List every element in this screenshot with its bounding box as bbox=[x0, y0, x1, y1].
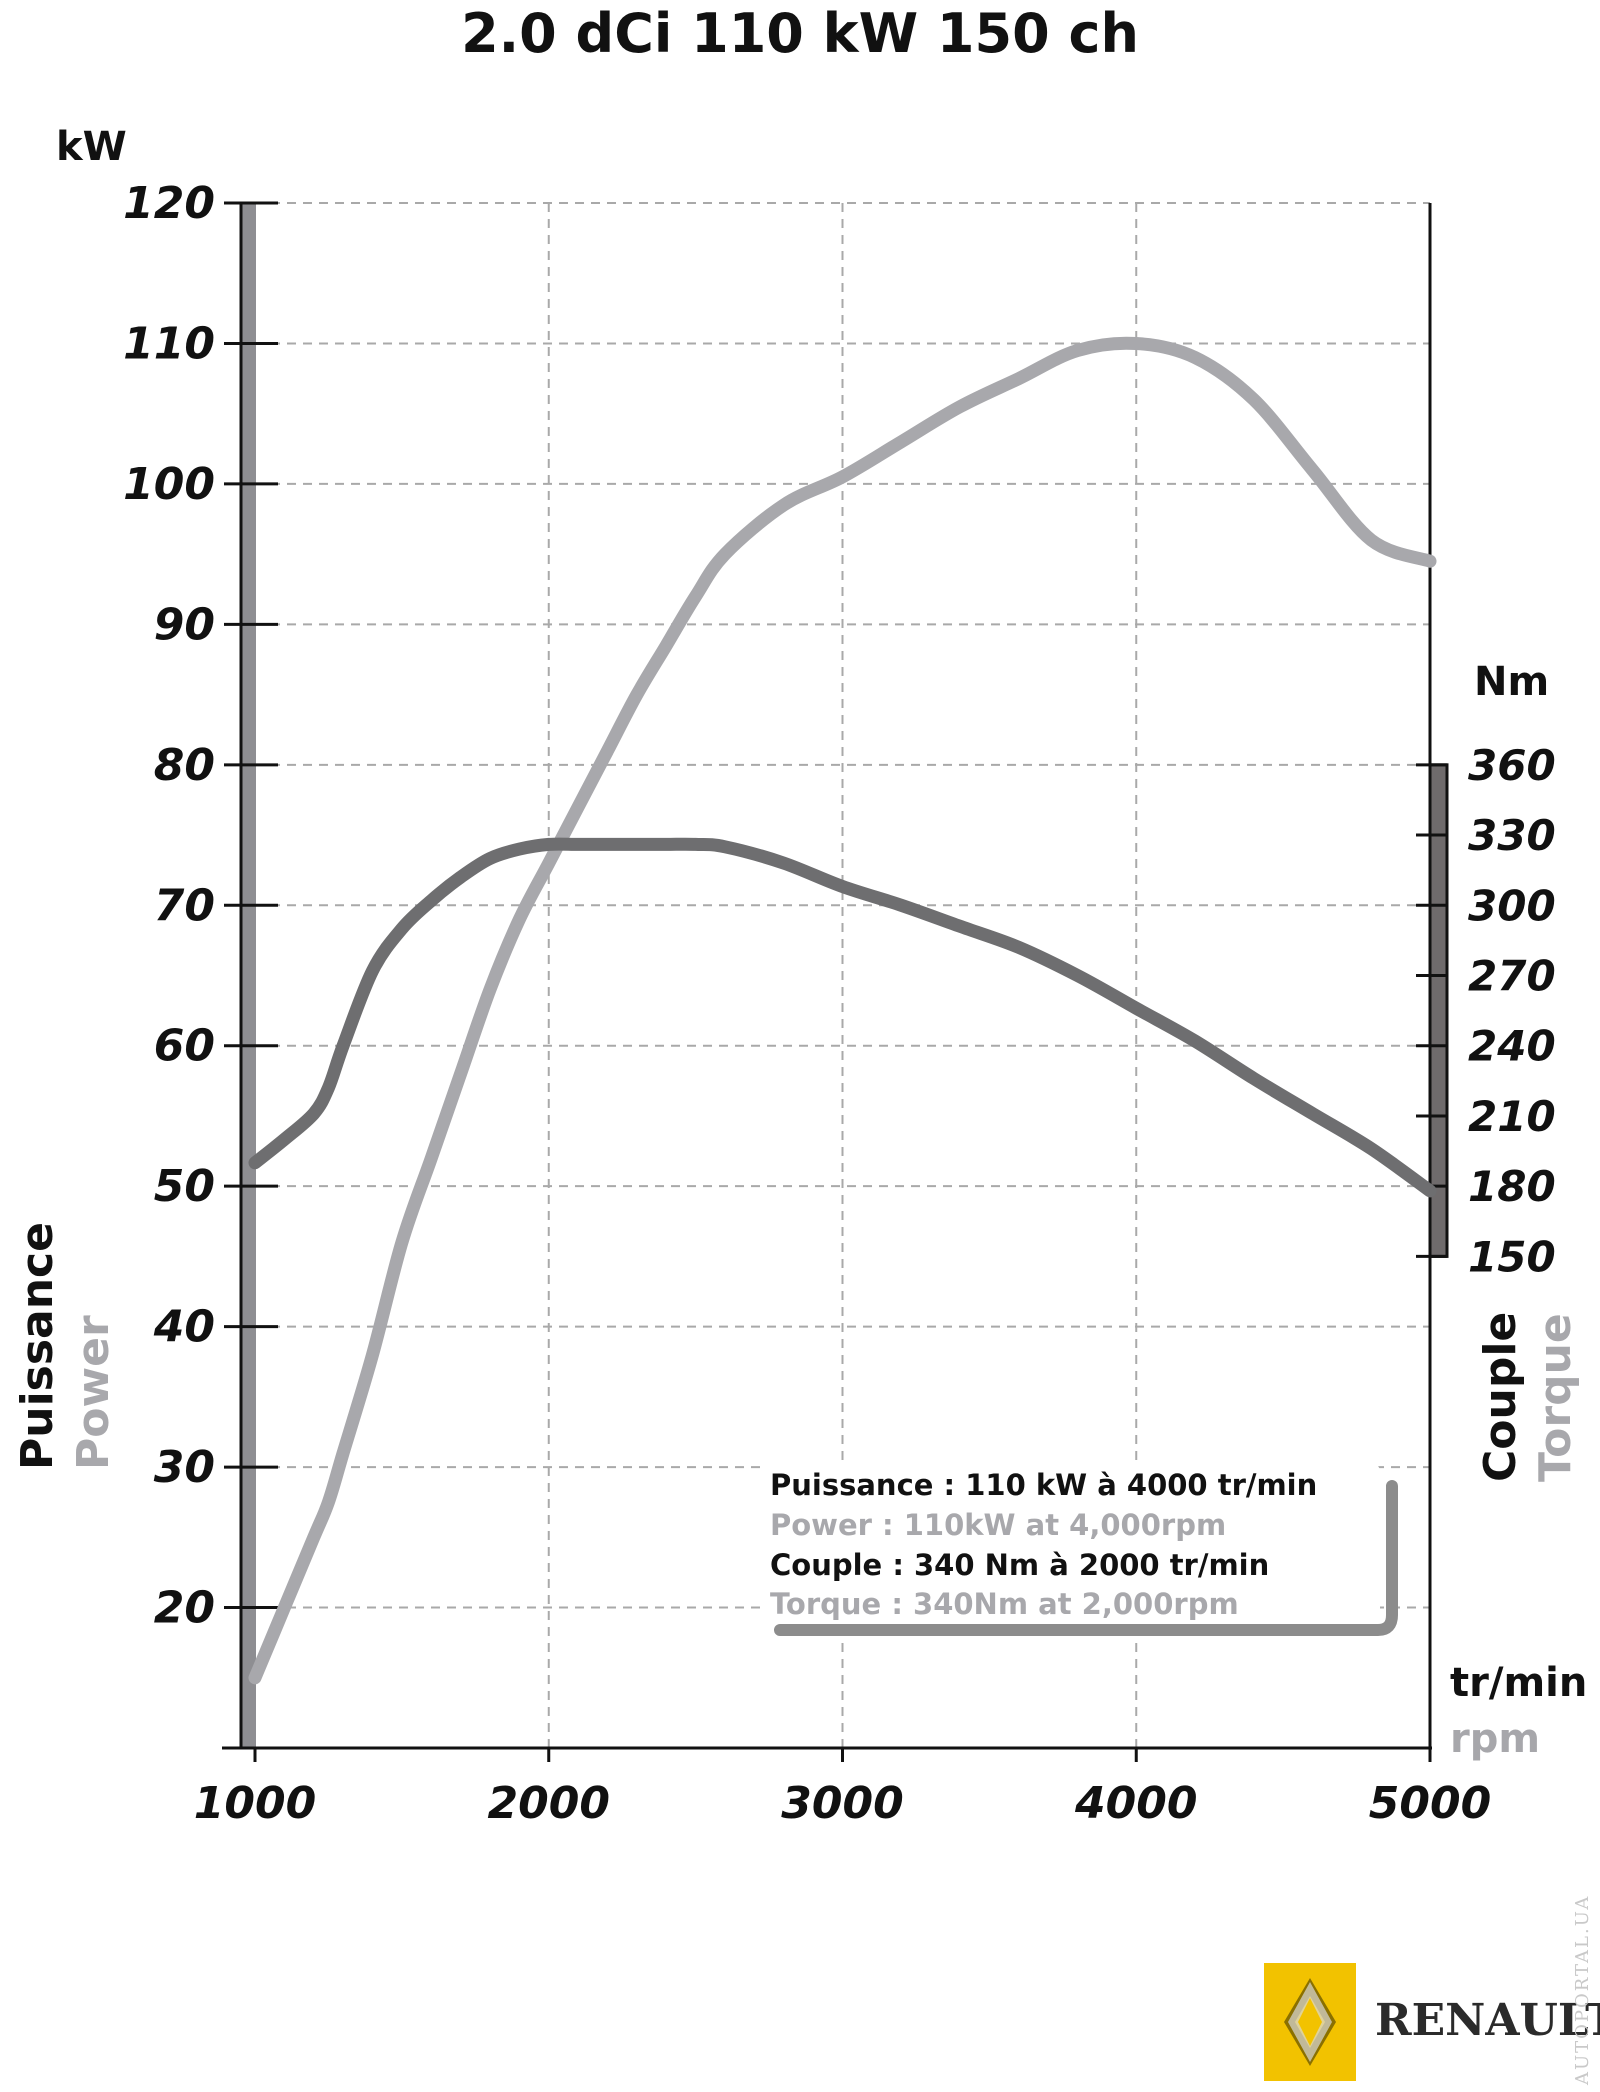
brand-name: RENAULT bbox=[1375, 1995, 1600, 2046]
left-axis-unit: kW bbox=[56, 124, 127, 170]
x-tick-label: 2000 bbox=[488, 1778, 610, 1829]
diamond-highlight-icon bbox=[1288, 1982, 1332, 2062]
left-tick-label: 110 bbox=[123, 318, 215, 369]
legend-box bbox=[760, 1462, 1380, 1624]
legend: Puissance : 110 kW à 4000 tr/min Power :… bbox=[760, 1462, 1398, 1636]
left-axis-label: Puissance bbox=[12, 1222, 63, 1470]
right-tick-label: 210 bbox=[1468, 1092, 1556, 1141]
left-tick-label: 50 bbox=[154, 1161, 215, 1212]
x-axis-ticks: 1000 2000 3000 4000 5000 bbox=[194, 1748, 1491, 1829]
series-lines bbox=[248, 336, 1437, 1685]
watermark: AUTOPORTAL.UA bbox=[1572, 1895, 1593, 2086]
left-tick-label: 80 bbox=[154, 740, 215, 791]
diamond-shape-icon bbox=[1284, 1978, 1336, 2066]
x-tick-label: 3000 bbox=[781, 1778, 903, 1829]
right-axis-label: Couple bbox=[1475, 1312, 1526, 1482]
right-tick-label: 360 bbox=[1468, 741, 1556, 790]
right-tick-label: 150 bbox=[1468, 1232, 1556, 1281]
right-axis-bar bbox=[1428, 763, 1449, 1258]
legend-item-couple: Couple : 340 Nm à 2000 tr/min bbox=[770, 1548, 1269, 1582]
x-tick-label: 5000 bbox=[1369, 1778, 1491, 1829]
torque-curve bbox=[248, 837, 1437, 1198]
x-tick-label: 1000 bbox=[194, 1778, 316, 1829]
right-axis-ticks: 150 180 210 240 270 300 330 360 bbox=[1416, 741, 1556, 1281]
legend-item-power: Power : 110kW at 4,000rpm bbox=[770, 1508, 1226, 1542]
left-tick-label: 120 bbox=[123, 178, 215, 229]
right-tick-label: 330 bbox=[1468, 811, 1556, 860]
left-axis-ticks: 20 30 40 50 60 70 80 90 100 110 120 bbox=[123, 178, 278, 1634]
right-tick-label: 270 bbox=[1468, 952, 1556, 1001]
left-tick-label: 40 bbox=[153, 1302, 215, 1353]
right-axis-label-en: Torque bbox=[1530, 1313, 1581, 1482]
x-axis-label-en: rpm bbox=[1450, 1716, 1540, 1762]
legend-item-torque: Torque : 340Nm at 2,000rpm bbox=[770, 1587, 1239, 1621]
legend-shadow bbox=[774, 1480, 1398, 1636]
chart-title: 2.0 dCi 110 kW 150 ch bbox=[461, 2, 1139, 65]
left-tick-label: 60 bbox=[154, 1021, 215, 1072]
renault-logo: RENAULT bbox=[1264, 1963, 1600, 2081]
power-curve bbox=[248, 336, 1437, 1685]
left-tick-label: 30 bbox=[154, 1442, 215, 1493]
legend-item-puissance: Puissance : 110 kW à 4000 tr/min bbox=[770, 1468, 1317, 1502]
x-tick-label: 4000 bbox=[1074, 1778, 1197, 1829]
left-tick-label: 70 bbox=[154, 880, 215, 931]
right-tick-label: 240 bbox=[1468, 1022, 1556, 1071]
left-tick-label: 100 bbox=[123, 459, 215, 510]
left-tick-label: 20 bbox=[154, 1583, 215, 1634]
right-axis-unit: Nm bbox=[1474, 659, 1549, 705]
left-axis-label-en: Power bbox=[68, 1315, 119, 1470]
right-tick-label: 180 bbox=[1468, 1162, 1556, 1211]
right-tick-label: 300 bbox=[1468, 881, 1556, 930]
x-axis-label: tr/min bbox=[1450, 1660, 1587, 1706]
left-tick-label: 90 bbox=[154, 599, 215, 650]
left-axis-bar bbox=[242, 203, 256, 1748]
